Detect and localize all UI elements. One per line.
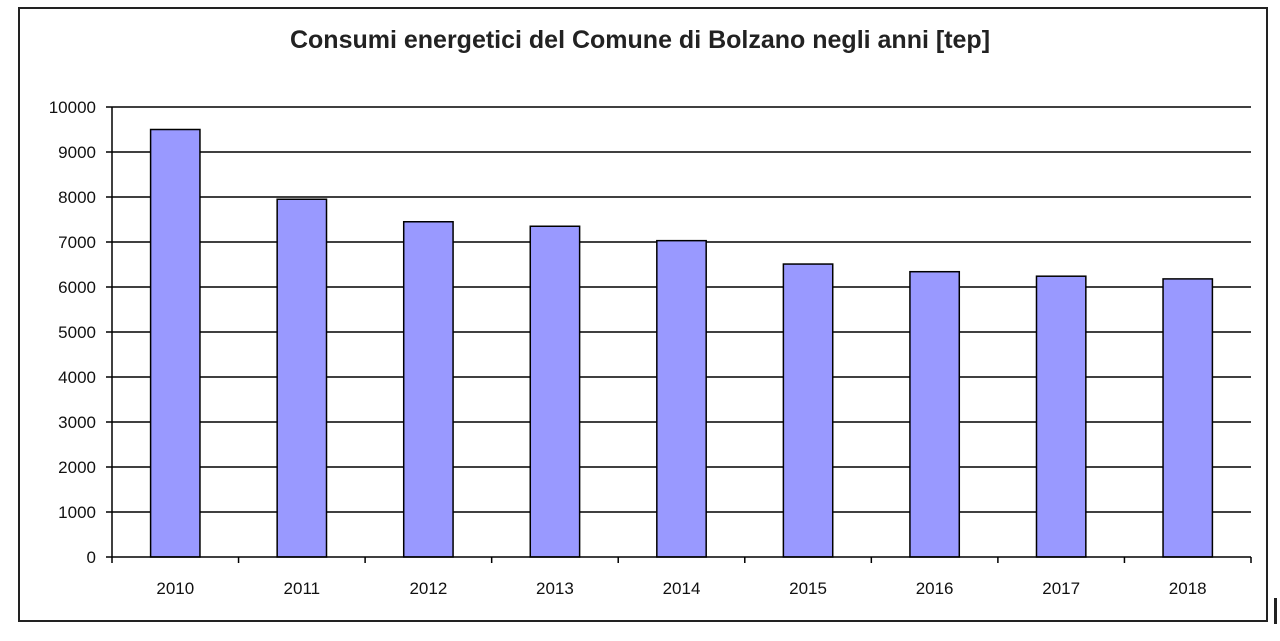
bar-2013 xyxy=(529,225,581,558)
bar-2016 xyxy=(909,270,961,558)
x-tick-label: 2016 xyxy=(916,579,954,598)
y-tick-label: 3000 xyxy=(58,413,96,432)
y-tick-label: 5000 xyxy=(58,323,96,342)
bars xyxy=(149,128,1214,558)
bar-2010 xyxy=(149,128,201,558)
y-tick-label: 7000 xyxy=(58,233,96,252)
x-tick-label: 2015 xyxy=(789,579,827,598)
frame-edge-mark xyxy=(1274,598,1277,624)
x-tick-label: 2011 xyxy=(284,579,321,598)
y-tick-label: 8000 xyxy=(58,188,96,207)
tick-labels: 0 1000 2000 3000 4000 5000 6000 7000 8000 9000 100… xyxy=(49,98,1207,598)
y-tick-label: 9000 xyxy=(58,143,96,162)
axes xyxy=(106,106,1252,563)
y-tick-label: 0 xyxy=(87,548,96,567)
chart-title: Consumi energetici del Comune di Bolzano… xyxy=(289,26,991,54)
x-tick-label: 2018 xyxy=(1169,579,1207,598)
y-tick-label: 4000 xyxy=(58,368,96,387)
x-tick-label: 2010 xyxy=(156,579,194,598)
y-tick-label: 1000 xyxy=(58,503,96,522)
bar-2011 xyxy=(276,198,328,558)
bar-2018 xyxy=(1162,278,1214,558)
y-tick-label: 6000 xyxy=(58,278,96,297)
bar-2014 xyxy=(656,239,707,558)
bar-2012 xyxy=(402,221,454,558)
y-tick-label: 10000 xyxy=(49,98,96,117)
y-tick-label: 2000 xyxy=(58,458,96,477)
bar-2017 xyxy=(1035,275,1087,558)
x-tick-label: 2014 xyxy=(663,579,701,598)
x-tick-label: 2012 xyxy=(409,579,447,598)
x-tick-label: 2013 xyxy=(536,579,574,598)
bar-2015 xyxy=(782,263,834,558)
x-tick-label: 2017 xyxy=(1042,579,1080,598)
